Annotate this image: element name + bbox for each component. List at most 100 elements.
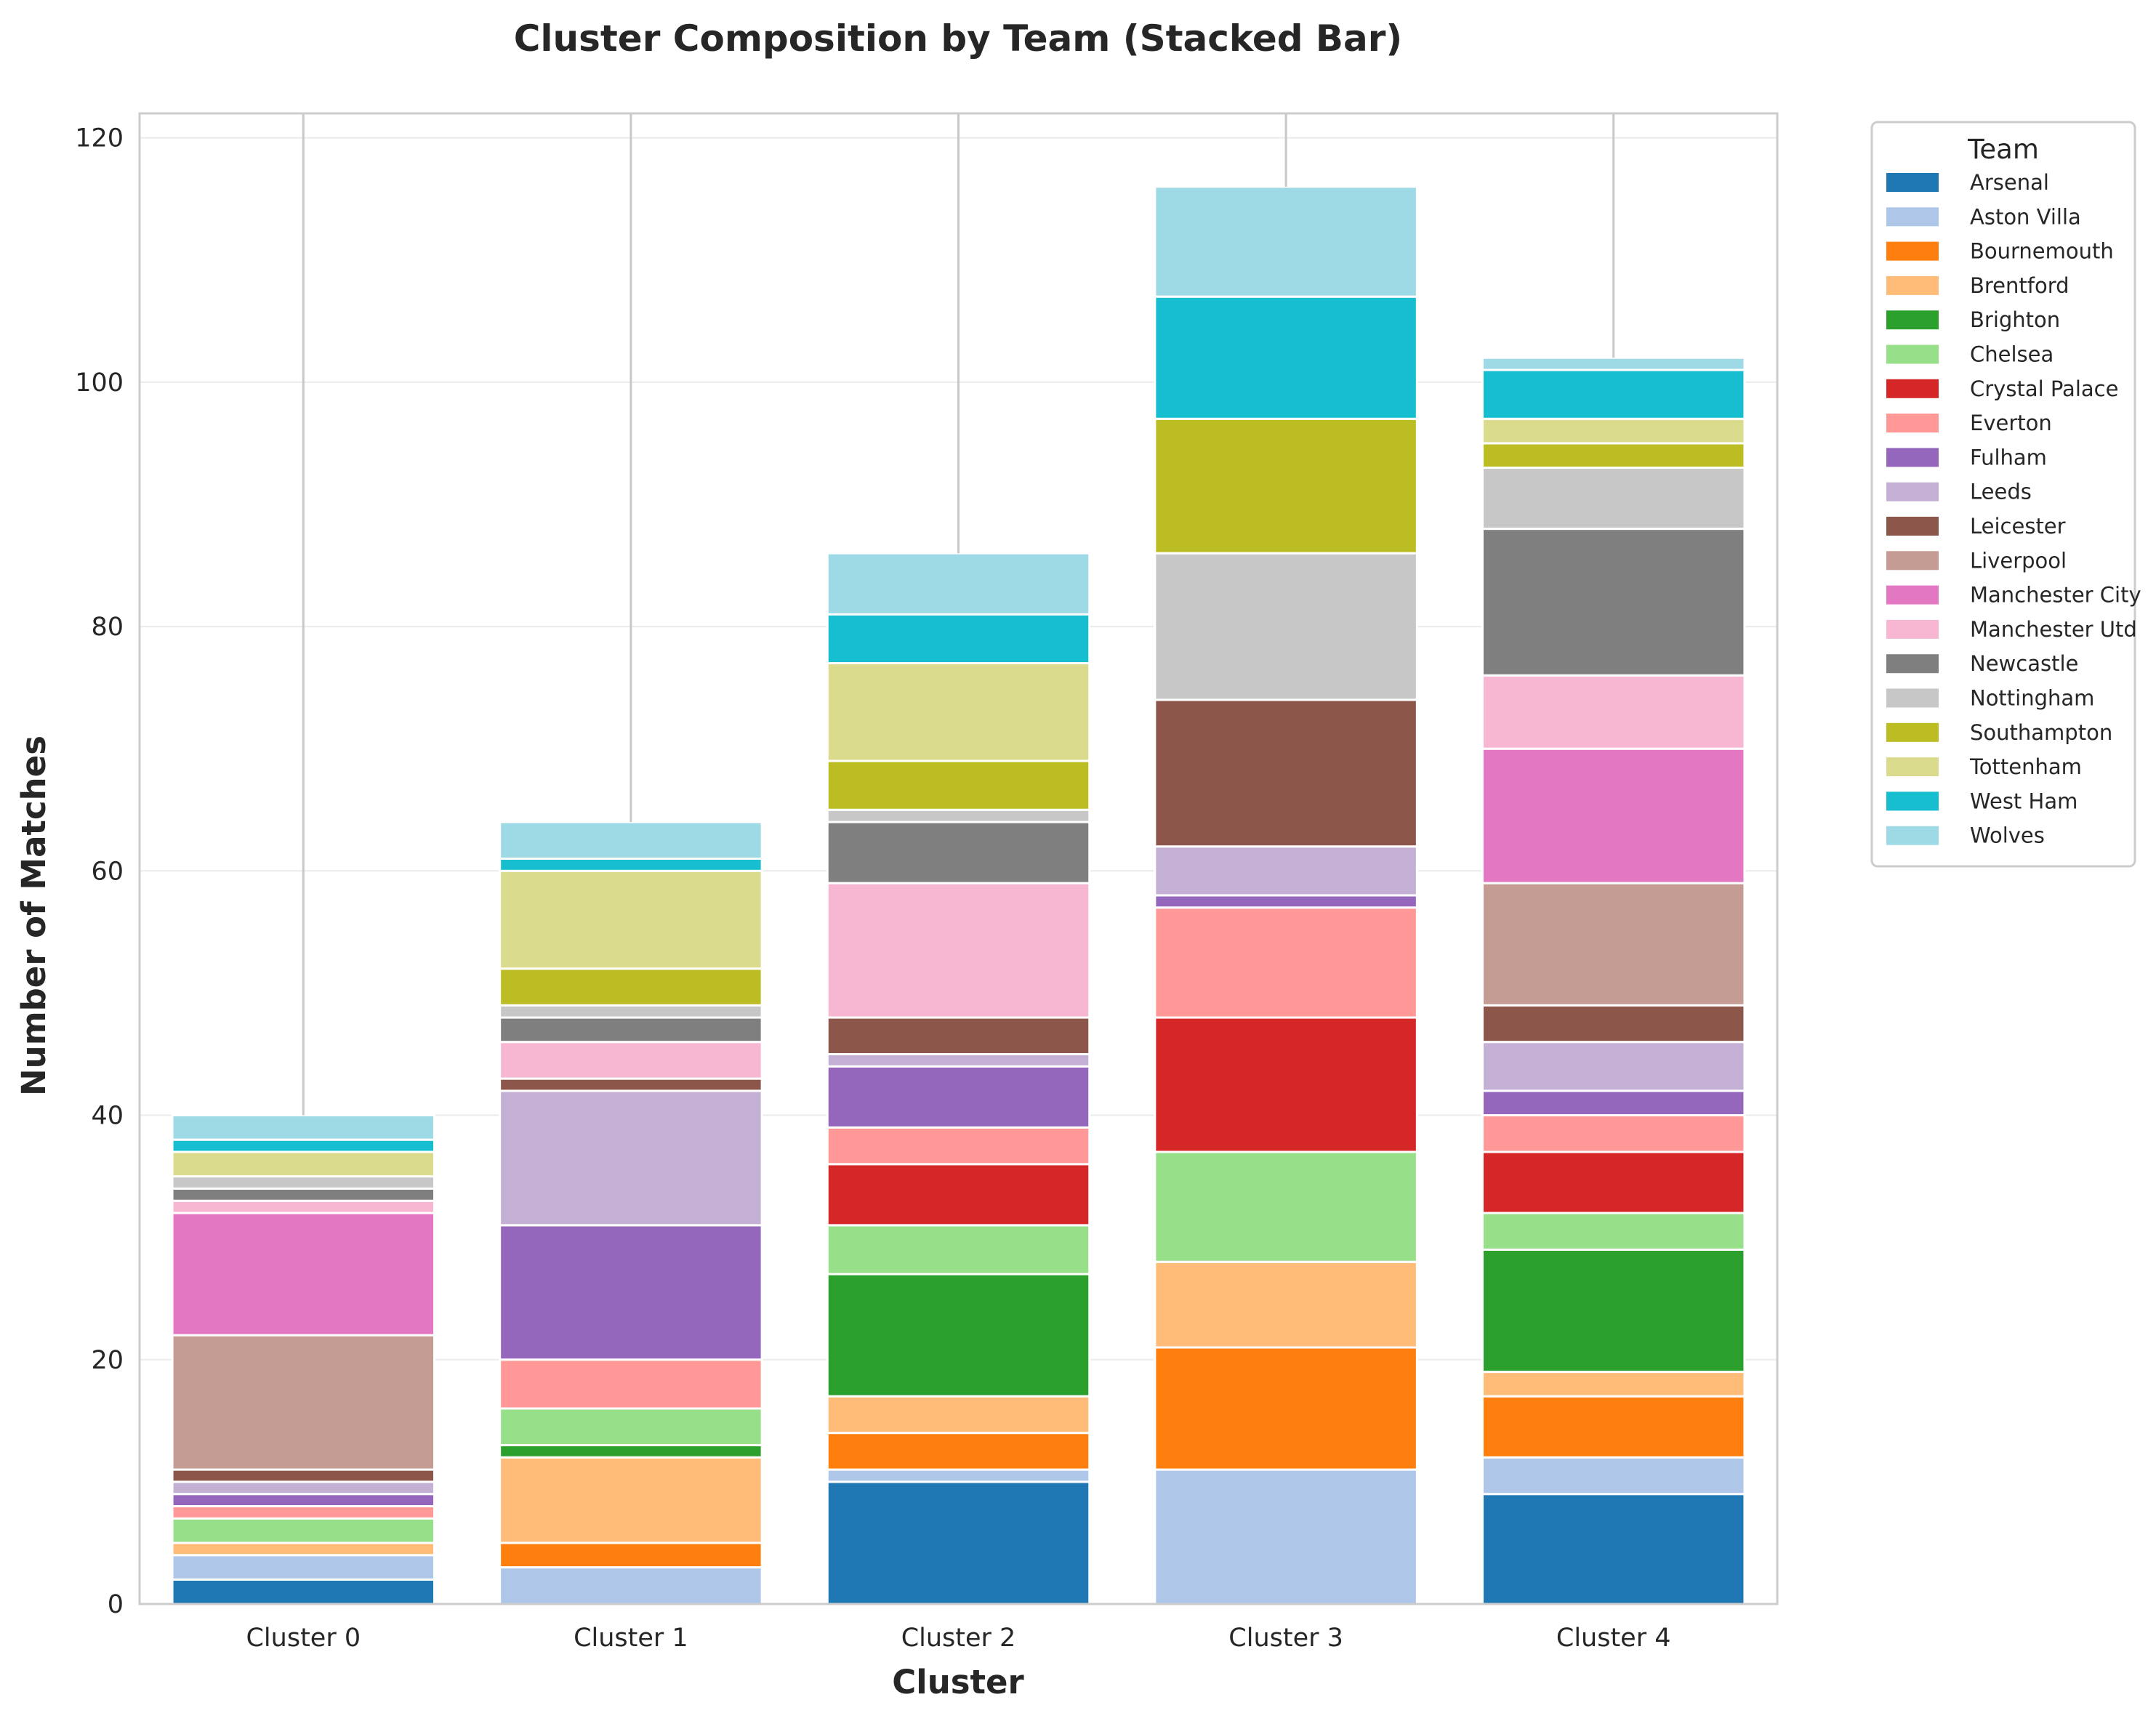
x-tick-label-cluster-4: Cluster 4 [1556, 1624, 1671, 1653]
legend-swatch-tottenham [1886, 757, 1939, 777]
bar-cluster-1-fulham [499, 1224, 763, 1361]
legend-box [1870, 121, 2136, 868]
bar-cluster-1-manchester-utd [499, 1041, 763, 1080]
bar-cluster-2-nottingham [826, 808, 1091, 823]
legend-swatch-nottingham [1886, 688, 1939, 708]
legend-swatch-manchester-utd [1886, 619, 1939, 639]
legend-swatch-brentford [1886, 275, 1939, 295]
y-tick-label-80: 80 [91, 613, 124, 642]
bar-cluster-2-leeds [826, 1052, 1091, 1068]
legend-swatch-manchester-city [1886, 585, 1939, 605]
bar-cluster-0-manchester-utd [171, 1199, 436, 1214]
bar-cluster-2-arsenal [826, 1480, 1091, 1605]
legend-label-wolves: Wolves [1970, 823, 2045, 848]
legend-label-manchester-utd: Manchester Utd [1970, 617, 2137, 642]
y-tick-label-100: 100 [75, 368, 124, 398]
legend-label-aston-villa: Aston Villa [1970, 204, 2081, 229]
bar-cluster-0-newcastle [171, 1187, 436, 1202]
bar-cluster-4-arsenal [1481, 1493, 1746, 1605]
bar-cluster-0-wolves [171, 1114, 436, 1141]
bar-cluster-2-west-ham [826, 613, 1091, 665]
bar-cluster-0-brentford [171, 1541, 436, 1557]
bar-cluster-1-tottenham [499, 869, 763, 970]
bar-cluster-1-brighton [499, 1443, 763, 1459]
bar-cluster-2-leicester [826, 1016, 1091, 1055]
legend-swatch-everton [1886, 414, 1939, 433]
legend-label-fulham: Fulham [1970, 445, 2047, 469]
bar-cluster-1-nottingham [499, 1004, 763, 1019]
bar-cluster-0-manchester-city [171, 1212, 436, 1337]
legend-label-chelsea: Chelsea [1970, 342, 2054, 367]
bar-cluster-1-wolves [499, 821, 763, 860]
bar-cluster-3-crystal-palace [1154, 1016, 1418, 1153]
bar-cluster-1-leeds [499, 1089, 763, 1227]
bar-cluster-4-bournemouth [1481, 1395, 1746, 1459]
bar-cluster-2-chelsea [826, 1224, 1091, 1275]
bar-cluster-4-chelsea [1481, 1212, 1746, 1251]
bar-cluster-4-leicester [1481, 1004, 1746, 1044]
bar-cluster-0-nottingham [171, 1175, 436, 1190]
bar-cluster-0-tottenham [171, 1150, 436, 1178]
bar-cluster-1-everton [499, 1358, 763, 1410]
bar-cluster-2-aston-villa [826, 1468, 1091, 1483]
bar-cluster-4-everton [1481, 1114, 1746, 1153]
x-axis-label: Cluster [892, 1663, 1024, 1701]
legend-label-leeds: Leeds [1970, 480, 2032, 504]
legend-swatch-fulham [1886, 448, 1939, 467]
bar-cluster-3-chelsea [1154, 1150, 1418, 1263]
x-tick-label-cluster-1: Cluster 1 [574, 1624, 688, 1653]
bar-cluster-2-fulham [826, 1065, 1091, 1129]
chart-title: Cluster Composition by Team (Stacked Bar… [514, 17, 1403, 60]
legend-swatch-southampton [1886, 722, 1939, 742]
legend-label-everton: Everton [1970, 411, 2052, 435]
legend-swatch-west-ham [1886, 791, 1939, 811]
bar-cluster-0-fulham [171, 1493, 436, 1508]
legend: Team Arsenal Aston Villa Bournemouth Brentf… [1870, 121, 2141, 868]
bar-cluster-1-aston-villa [499, 1566, 763, 1605]
bar-cluster-3-leicester [1154, 698, 1418, 848]
bar-cluster-1-west-ham [499, 858, 763, 872]
bar-cluster-2-brighton [826, 1273, 1091, 1398]
bar-cluster-1-leicester [499, 1077, 763, 1092]
bar-cluster-0-everton [171, 1505, 436, 1520]
legend-swatch-brighton [1886, 310, 1939, 330]
bar-cluster-3-wolves [1154, 185, 1418, 298]
bar-cluster-2-tottenham [826, 662, 1091, 762]
y-tick-labels: 0 20 40 60 80 100 120 [75, 124, 124, 1619]
legend-label-newcastle: Newcastle [1970, 651, 2078, 676]
whiskers [302, 113, 1615, 1116]
bar-cluster-1-chelsea [499, 1407, 763, 1446]
bar-cluster-3-fulham [1154, 894, 1418, 909]
bar-cluster-4-manchester-city [1481, 747, 1746, 884]
legend-label-liverpool: Liverpool [1970, 548, 2067, 573]
legend-label-southampton: Southampton [1970, 720, 2112, 745]
bar-cluster-4-crystal-palace [1481, 1150, 1746, 1214]
bar-cluster-0-leeds [171, 1480, 436, 1496]
bar-cluster-2-wolves [826, 552, 1091, 616]
bar-cluster-1-newcastle [499, 1016, 763, 1044]
x-tick-label-cluster-0: Cluster 0 [246, 1624, 361, 1653]
legend-title: Team [1967, 134, 2039, 165]
bar-cluster-4-tottenham [1481, 417, 1746, 445]
bar-cluster-1-brentford [499, 1456, 763, 1544]
legend-swatch-liverpool [1886, 551, 1939, 571]
y-tick-label-0: 0 [108, 1590, 124, 1619]
legend-swatch-aston-villa [1886, 207, 1939, 227]
legend-swatch-bournemouth [1886, 241, 1939, 261]
legend-label-brighton: Brighton [1970, 307, 2060, 332]
legend-swatch-chelsea [1886, 344, 1939, 364]
bar-cluster-4-fulham [1481, 1089, 1746, 1117]
x-tick-label-cluster-2: Cluster 2 [901, 1624, 1016, 1653]
legend-swatch-newcastle [1886, 654, 1939, 674]
legend-label-nottingham: Nottingham [1970, 686, 2094, 711]
bar-cluster-4-wolves [1481, 356, 1746, 371]
bar-cluster-4-brighton [1481, 1248, 1746, 1374]
bar-cluster-0-arsenal [171, 1578, 436, 1605]
legend-swatch-wolves [1886, 826, 1939, 845]
bar-cluster-2-crystal-palace [826, 1163, 1091, 1227]
bar-cluster-4-newcastle [1481, 528, 1746, 677]
legend-swatch-leicester [1886, 517, 1939, 536]
y-tick-label-120: 120 [75, 124, 124, 153]
bar-cluster-1-southampton [499, 967, 763, 1007]
